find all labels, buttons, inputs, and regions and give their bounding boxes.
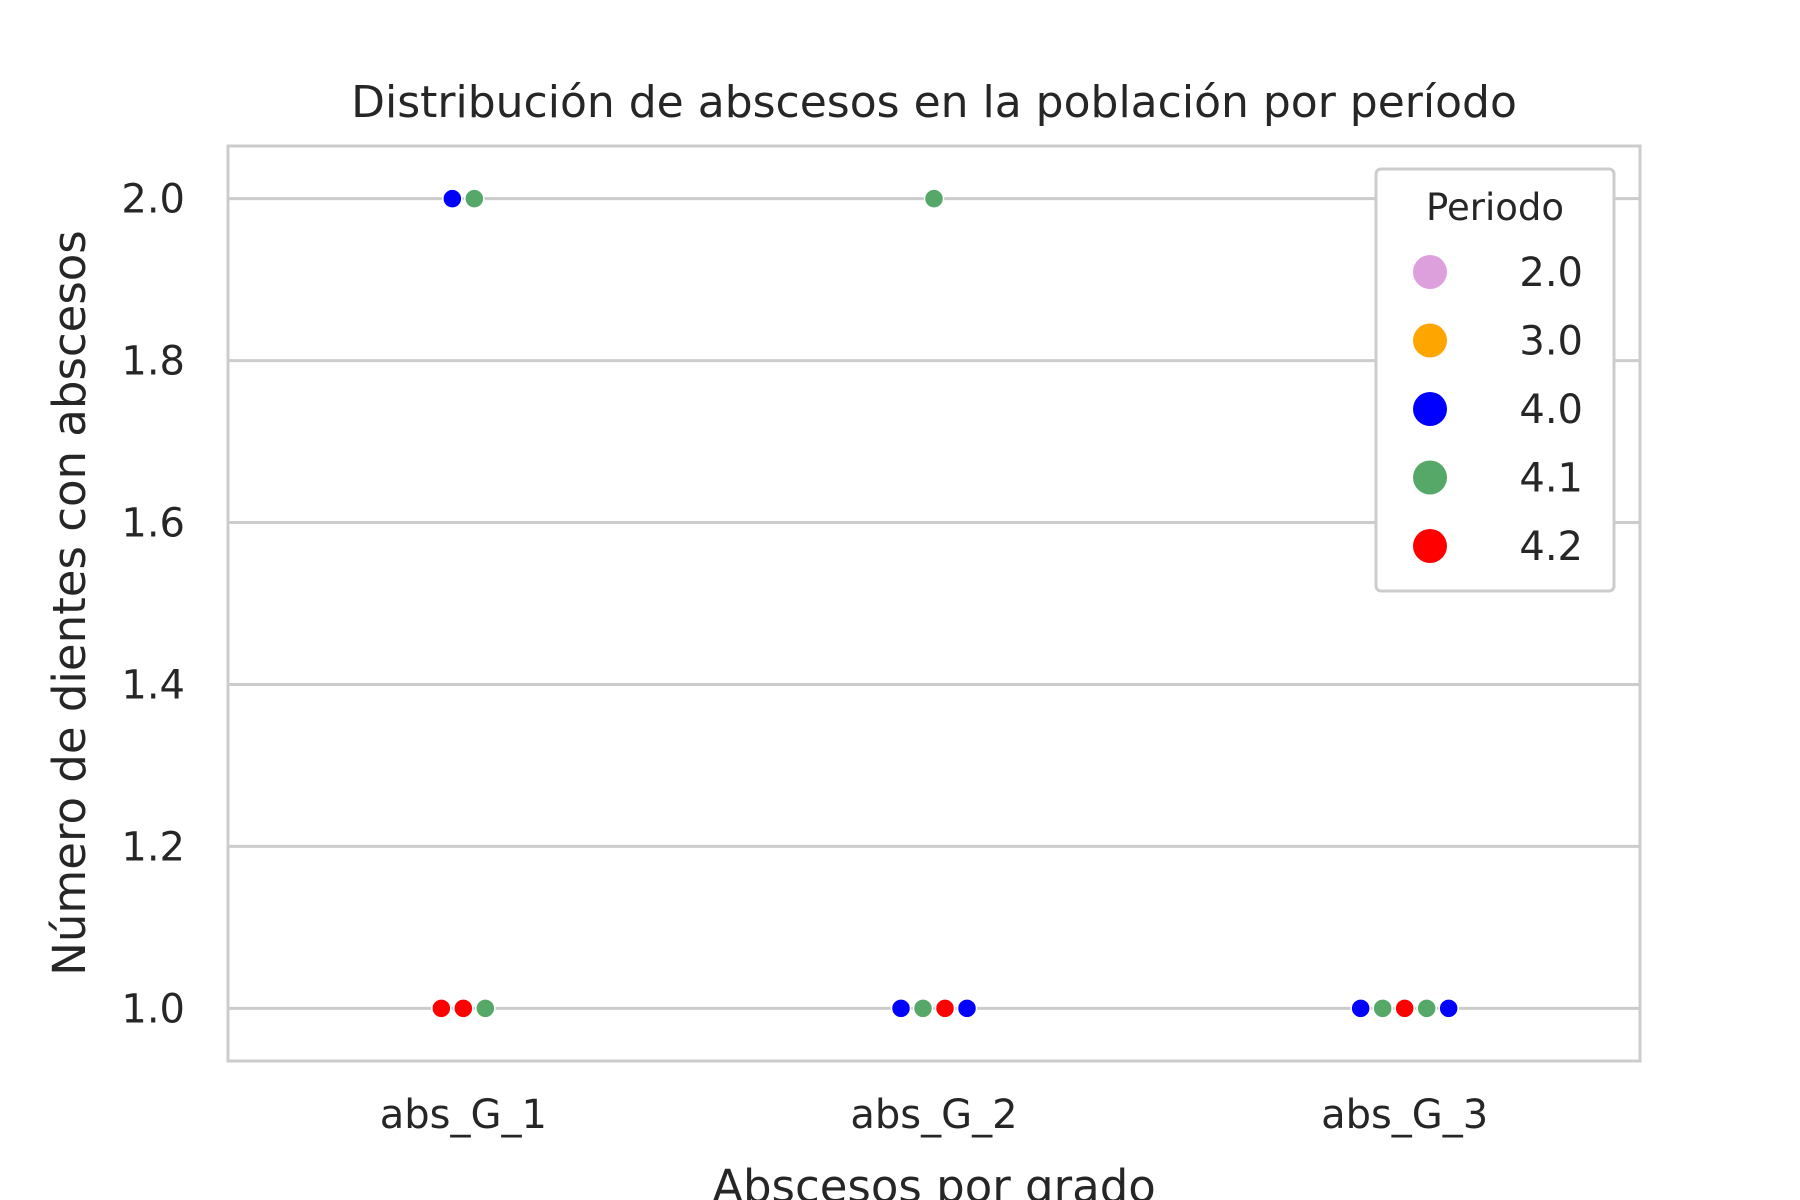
data-point: [1416, 998, 1437, 1019]
legend-marker: [1413, 255, 1447, 289]
x-axis-label: Abscesos por grado: [712, 1160, 1156, 1200]
y-tick-label: 1.4: [121, 662, 185, 708]
legend-label: 3.0: [1519, 319, 1583, 365]
data-point: [934, 998, 956, 1019]
data-point: [956, 998, 978, 1019]
legend-title: Periodo: [1426, 186, 1564, 229]
data-point: [1438, 998, 1459, 1019]
x-tick-label: abs_G_2: [850, 1092, 1017, 1138]
plot-frame: [226, 144, 1642, 1063]
legend-label: 4.1: [1519, 456, 1583, 502]
data-point: [890, 998, 912, 1019]
y-tick-label: 1.2: [121, 824, 185, 870]
data-points: [431, 188, 1459, 1019]
legend-label: 4.0: [1519, 387, 1583, 433]
data-point: [912, 998, 934, 1019]
legend-marker: [1413, 323, 1447, 358]
legend: Periodo 2.0 3.0 4.0 4.1 4.2: [1374, 167, 1616, 593]
y-tick-label: 1.8: [121, 339, 185, 385]
legend-marker: [1413, 392, 1447, 426]
data-point: [442, 188, 463, 209]
x-tick-label: abs_G_3: [1321, 1092, 1488, 1138]
x-tick-label: abs_G_1: [380, 1092, 547, 1138]
chart-title: Distribución de abscesos en la población…: [351, 77, 1517, 128]
legend-marker: [1413, 460, 1447, 495]
y-tick-label: 2.0: [121, 177, 185, 223]
data-point: [1350, 998, 1371, 1019]
data-point: [1372, 998, 1393, 1019]
y-tick-label: 1.6: [121, 501, 185, 547]
legend-label: 2.0: [1519, 250, 1583, 296]
legend-label: 4.2: [1519, 524, 1583, 570]
data-point: [431, 998, 452, 1019]
data-point: [923, 188, 945, 209]
data-point: [453, 998, 474, 1019]
data-point: [1394, 998, 1415, 1019]
y-axis-label: Número de dientes con abscesos: [43, 230, 96, 976]
data-point: [475, 998, 496, 1019]
legend-marker: [1413, 529, 1447, 563]
y-tick-label: 1.0: [121, 986, 185, 1032]
legend-entries: 2.0 3.0 4.0 4.1 4.2: [1413, 250, 1583, 570]
x-tick-labels: abs_G_1 abs_G_2 abs_G_3: [380, 1092, 1489, 1138]
data-point: [464, 188, 485, 209]
y-tick-labels: 1.0 1.2 1.4 1.6 1.8 2.0: [121, 177, 185, 1033]
